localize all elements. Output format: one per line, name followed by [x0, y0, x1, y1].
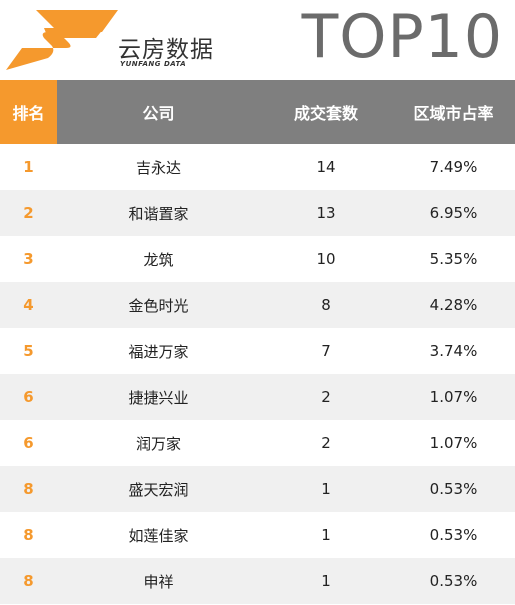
table-row: 3 龙筑 10 5.35%: [0, 236, 515, 282]
deals-cell: 13: [316, 204, 336, 222]
share-cell: 0.53%: [429, 480, 478, 498]
deals-cell: 2: [321, 388, 331, 406]
yunfang-logo-icon: [6, 10, 118, 70]
rank-cell: 2: [23, 204, 34, 222]
table-row: 8 申祥 1 0.53%: [0, 558, 515, 604]
share-cell: 1.07%: [429, 388, 478, 406]
company-cell: 如莲佳家: [128, 526, 189, 545]
share-cell: 1.07%: [429, 434, 478, 452]
table-row: 2 和谐置家 13 6.95%: [0, 190, 515, 236]
column-header-share: 区域市占率: [413, 104, 494, 123]
table-row: 8 如莲佳家 1 0.53%: [0, 512, 515, 558]
rank-cell: 6: [23, 388, 34, 406]
column-header-company: 公司: [142, 104, 175, 123]
table-header: 排名 公司 成交套数 区域市占率: [0, 80, 515, 144]
page-title: TOP10: [301, 2, 503, 72]
company-cell: 捷捷兴业: [128, 388, 189, 407]
share-cell: 4.28%: [429, 296, 478, 314]
share-cell: 0.53%: [429, 572, 478, 590]
company-cell: 申祥: [143, 572, 174, 591]
deals-cell: 7: [321, 342, 331, 360]
company-cell: 福进万家: [128, 342, 189, 361]
rank-cell: 8: [23, 572, 34, 590]
header: 云房数据 YUNFANG DATA TOP10: [0, 0, 515, 80]
deals-cell: 1: [321, 572, 331, 590]
rank-cell: 1: [23, 158, 34, 176]
deals-cell: 10: [316, 250, 336, 268]
table-row: 6 润万家 2 1.07%: [0, 420, 515, 466]
deals-cell: 8: [321, 296, 331, 314]
company-cell: 润万家: [135, 434, 181, 453]
table-row: 5 福进万家 7 3.74%: [0, 328, 515, 374]
company-cell: 吉永达: [135, 158, 181, 177]
rank-cell: 8: [23, 480, 34, 498]
deals-cell: 1: [321, 526, 331, 544]
table-row: 4 金色时光 8 4.28%: [0, 282, 515, 328]
table-row: 1 吉永达 14 7.49%: [0, 144, 515, 190]
rank-cell: 4: [23, 296, 34, 314]
rank-cell: 6: [23, 434, 34, 452]
company-cell: 和谐置家: [128, 204, 189, 223]
column-header-deals: 成交套数: [293, 104, 358, 123]
share-cell: 6.95%: [429, 204, 478, 222]
column-header-rank: 排名: [0, 80, 57, 144]
ranking-table: 1 吉永达 14 7.49% 2 和谐置家 13 6.95% 3 龙筑 10 5…: [0, 144, 515, 604]
brand-subtitle: YUNFANG DATA: [120, 60, 187, 68]
share-cell: 7.49%: [429, 158, 478, 176]
share-cell: 3.74%: [429, 342, 478, 360]
rank-cell: 5: [23, 342, 34, 360]
table-row: 6 捷捷兴业 2 1.07%: [0, 374, 515, 420]
company-cell: 盛天宏润: [128, 480, 189, 499]
brand-name: 云房数据: [118, 37, 214, 63]
company-cell: 龙筑: [143, 250, 174, 269]
deals-cell: 2: [321, 434, 331, 452]
rank-cell: 8: [23, 526, 34, 544]
deals-cell: 1: [321, 480, 331, 498]
rank-cell: 3: [23, 250, 34, 268]
table-row: 8 盛天宏润 1 0.53%: [0, 466, 515, 512]
share-cell: 0.53%: [429, 526, 478, 544]
deals-cell: 14: [316, 158, 336, 176]
share-cell: 5.35%: [429, 250, 478, 268]
company-cell: 金色时光: [128, 296, 189, 315]
